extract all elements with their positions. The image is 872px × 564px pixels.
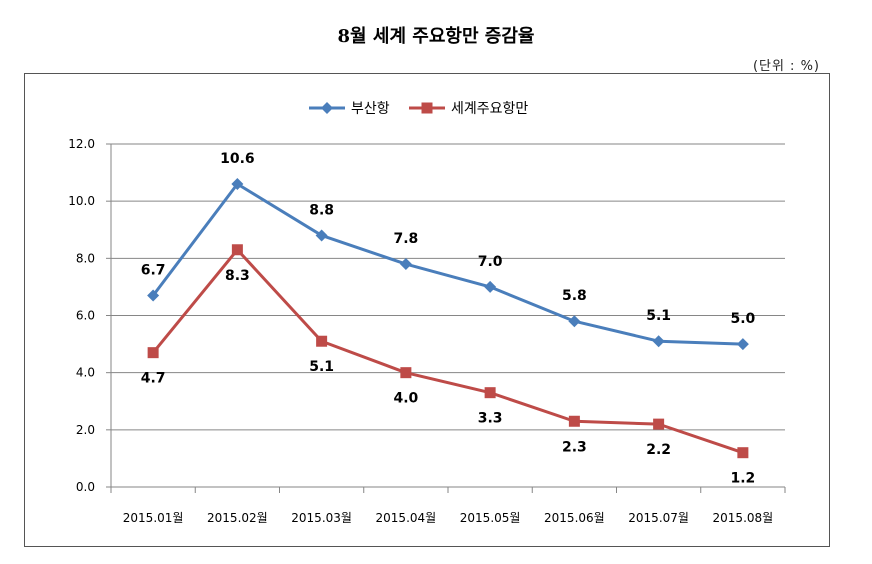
data-label: 1.2: [730, 471, 755, 487]
y-tick-label: 2.0: [76, 423, 95, 437]
data-label: 7.0: [478, 254, 503, 270]
series-line-0: [151, 182, 743, 346]
data-point-marker: [315, 229, 328, 242]
data-point-marker: [316, 335, 328, 347]
data-point-marker: [147, 289, 160, 302]
legend-label-1: 세계주요항만: [451, 101, 528, 117]
data-point-marker: [652, 335, 665, 348]
x-tick-label: 2015.02월: [207, 511, 268, 525]
data-point-marker: [147, 347, 159, 359]
data-label: 2.2: [646, 442, 671, 458]
x-tick-label: 2015.05월: [460, 511, 521, 525]
grid-lines: [111, 143, 785, 431]
data-label: 4.0: [393, 391, 418, 407]
data-label: 7.8: [393, 231, 418, 247]
unit-label: (단위 : %): [752, 59, 820, 74]
data-point-marker: [653, 418, 665, 430]
data-label: 5.0: [730, 311, 755, 327]
data-label: 8.3: [225, 268, 250, 284]
series: 6.7 10.6 8.8 7.8 7.0 5.8 5.1 5.0 4.7 8.3 5.1 4.0 3.3…: [141, 151, 756, 487]
series-line-1: [151, 248, 744, 455]
data-point-marker: [568, 315, 581, 328]
data-point-marker: [736, 338, 749, 351]
data-point-marker: [399, 258, 412, 271]
data-label: 4.7: [141, 371, 166, 387]
legend-marker-0: [321, 102, 333, 114]
y-tick-label: 6.0: [76, 309, 95, 323]
y-tick-label: 12.0: [68, 137, 95, 151]
y-tick-label: 8.0: [76, 251, 95, 265]
chart-frame: 0.0 2.0 4.0 6.0 8.0 10.0 12.0 2015.01월 2015.02월 2…: [24, 73, 830, 547]
y-tick-label: 0.0: [76, 480, 95, 494]
x-tick-label: 2015.01월: [123, 511, 184, 525]
data-label: 3.3: [478, 411, 503, 427]
data-label: 10.6: [220, 151, 255, 167]
data-label: 6.7: [141, 262, 166, 278]
data-point-marker: [737, 447, 749, 459]
data-point-marker: [231, 178, 244, 191]
axes: 0.0 2.0 4.0 6.0 8.0 10.0 12.0 2015.01월 2015.02월 2…: [68, 137, 786, 525]
x-tick-label: 2015.06월: [544, 511, 605, 525]
legend: 부산항 세계주요항만: [309, 101, 528, 117]
data-label: 5.1: [646, 308, 671, 324]
data-point-marker: [568, 415, 580, 427]
y-tick-label: 10.0: [68, 194, 95, 208]
chart-title: 8월 세계 주요항만 증감율: [337, 26, 535, 47]
legend-label-0: 부산항: [351, 101, 390, 117]
data-label: 8.8: [309, 202, 334, 218]
x-tick-label: 2015.03월: [291, 511, 352, 525]
x-tick-label: 2015.07월: [628, 511, 689, 525]
data-label: 5.8: [562, 288, 587, 304]
y-tick-label: 4.0: [76, 366, 95, 380]
data-point-marker: [231, 244, 243, 256]
x-tick-label: 2015.08월: [713, 511, 774, 525]
data-point-marker: [400, 367, 412, 379]
data-point-marker: [484, 387, 496, 399]
data-label: 2.3: [562, 439, 587, 455]
x-tick-label: 2015.04월: [376, 511, 437, 525]
legend-marker-1: [421, 102, 433, 114]
line-chart: 0.0 2.0 4.0 6.0 8.0 10.0 12.0 2015.01월 2015.02월 2…: [68, 101, 786, 525]
data-label: 5.1: [309, 359, 334, 375]
data-point-marker: [484, 280, 497, 293]
